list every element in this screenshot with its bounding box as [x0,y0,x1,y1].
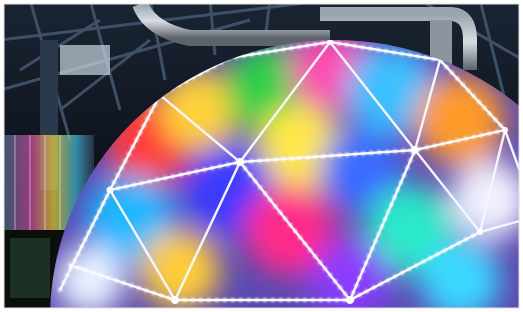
scene [0,0,523,312]
foreground-object [10,238,50,298]
window [60,45,110,75]
photo [0,0,523,312]
